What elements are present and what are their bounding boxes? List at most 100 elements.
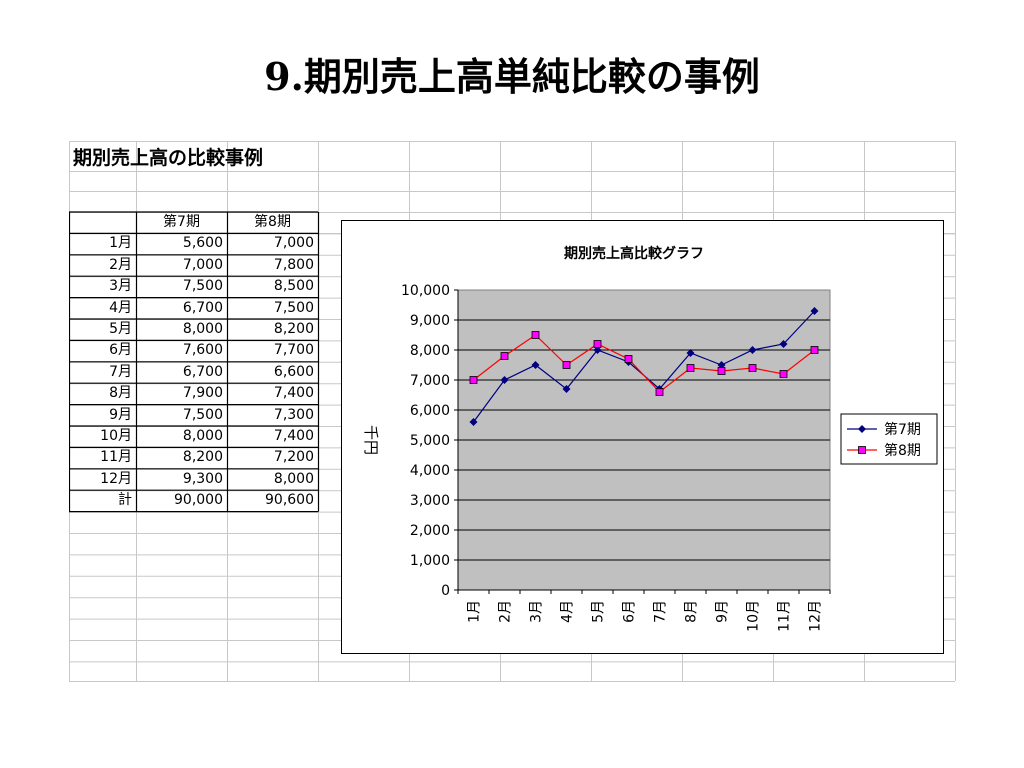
cell-period7[interactable]: 7,600 [182, 342, 223, 359]
series-point [531, 361, 540, 369]
x-tick-label: 12月 [808, 600, 824, 632]
y-tick-label: 7,000 [410, 373, 450, 389]
cell-period8[interactable]: 7,400 [273, 428, 314, 444]
row-label[interactable]: 12月 [100, 470, 132, 487]
row-label[interactable]: 計 [118, 492, 132, 509]
cell-period7[interactable]: 7,500 [182, 406, 223, 423]
y-tick-label: 6,000 [410, 403, 450, 419]
cell-period8[interactable]: 7,400 [273, 385, 314, 402]
y-axis: 0 1,000 2,000 3,000 4,000 5,000 6,000 7,000 8,00… [401, 283, 459, 599]
cell-period7[interactable]: 7,000 [182, 256, 223, 273]
row-label[interactable]: 8月 [109, 385, 132, 402]
row-label[interactable]: 3月 [109, 278, 132, 295]
cell-period8[interactable]: 7,700 [273, 342, 314, 359]
series-point [686, 349, 695, 357]
cell-period7[interactable]: 7,900 [182, 385, 223, 402]
series-第8期 [469, 331, 819, 396]
series-point [593, 340, 602, 348]
x-tick-label: 2月 [498, 600, 514, 623]
cell-period8[interactable]: 7,300 [273, 406, 314, 423]
cell-period8[interactable]: 7,500 [273, 299, 314, 316]
row-label[interactable]: 9月 [109, 406, 132, 423]
row-label[interactable]: 11月 [100, 449, 132, 466]
y-tick-label: 10,000 [401, 283, 450, 299]
y-tick-label: 9,000 [410, 313, 450, 329]
x-tick-label: 11月 [777, 600, 793, 632]
x-tick-label: 4月 [560, 600, 576, 623]
y-tick-label: 2,000 [410, 523, 450, 539]
chart-series [469, 307, 819, 426]
cell-period8[interactable]: 7,000 [273, 235, 314, 252]
series-point [810, 307, 819, 315]
x-tick-label: 10月 [746, 600, 762, 632]
legend-label: 第8期 [884, 442, 921, 459]
series-point [858, 446, 866, 454]
legend-box [840, 413, 938, 465]
series-point [779, 370, 788, 378]
series-point [469, 418, 478, 426]
x-tick-label: 9月 [715, 600, 731, 623]
x-axis: 1月 2月 3月 4月 5月 6月 7月 8月 9月 10月 11月 12月 [457, 589, 831, 632]
row-label[interactable]: 1月 [109, 235, 132, 252]
cell-period7[interactable]: 8,000 [182, 321, 223, 337]
spreadsheet: 期別売上高の比較事例 第7期 第8期 1月 5,600 7,000 2月 7,000 7,80… [69, 141, 956, 682]
series-point [562, 361, 571, 369]
row-label[interactable]: 6月 [109, 342, 132, 359]
cell-period8[interactable]: 8,500 [273, 278, 314, 295]
cell-period7[interactable]: 7,500 [182, 278, 223, 295]
series-point [748, 346, 757, 354]
x-tick-label: 1月 [467, 600, 483, 623]
y-tick-label: 8,000 [410, 343, 450, 359]
series-point [500, 352, 509, 360]
series-point [593, 346, 602, 354]
series-point [810, 346, 819, 354]
series-point [717, 367, 726, 375]
series-point [531, 331, 540, 339]
y-tick-label: 4,000 [410, 463, 450, 479]
column-header-period8[interactable]: 第8期 [254, 214, 291, 230]
series-point [500, 376, 509, 384]
row-label[interactable]: 5月 [109, 321, 132, 337]
cell-period8[interactable]: 7,800 [273, 256, 314, 273]
cell-period7[interactable]: 8,000 [182, 428, 223, 444]
cell-period7[interactable]: 90,000 [174, 492, 223, 509]
chart-gridlines [458, 319, 830, 561]
cell-period8[interactable]: 8,200 [273, 321, 314, 337]
cell-period7[interactable]: 5,600 [182, 235, 223, 252]
cell-period7[interactable]: 8,200 [182, 449, 223, 466]
x-tick-label: 3月 [529, 600, 545, 623]
y-tick-label: 5,000 [410, 433, 450, 449]
cell-period8[interactable]: 8,000 [273, 470, 314, 487]
chart-svg: 期別売上高比較グラフ 0 1,000 2,000 3,000 4,000 5,000 6,0… [362, 245, 938, 632]
cell-period7[interactable]: 6,700 [182, 299, 223, 316]
sheet-heading[interactable]: 期別売上高の比較事例 [73, 147, 264, 169]
x-tick-label: 5月 [591, 600, 607, 623]
row-label[interactable]: 2月 [109, 256, 132, 273]
series-point [469, 376, 478, 384]
legend-label: 第7期 [884, 421, 921, 438]
x-tick-label: 6月 [622, 600, 638, 623]
chart-title: 期別売上高比較グラフ [564, 245, 704, 262]
row-label[interactable]: 4月 [109, 299, 132, 316]
cell-period7[interactable]: 9,300 [182, 470, 223, 487]
cell-period8[interactable]: 6,600 [273, 363, 314, 380]
series-line [473, 334, 815, 393]
row-label[interactable]: 10月 [100, 428, 132, 444]
cell-period8[interactable]: 7,200 [273, 449, 314, 466]
slide-title: 9.期別売上高単純比較の事例 [264, 54, 760, 99]
series-point [686, 364, 695, 372]
cell-period8[interactable]: 90,600 [265, 492, 314, 509]
series-point [779, 340, 788, 348]
y-tick-label: 3,000 [410, 493, 450, 509]
sales-chart[interactable]: 期別売上高比較グラフ 0 1,000 2,000 3,000 4,000 5,000 6,0… [341, 220, 944, 654]
series-point [655, 388, 664, 396]
y-tick-label: 1,000 [410, 553, 450, 569]
cell-period7[interactable]: 6,700 [182, 363, 223, 380]
series-point [624, 355, 633, 363]
x-tick-label: 7月 [653, 600, 669, 623]
column-header-period7[interactable]: 第7期 [163, 214, 200, 230]
y-axis-label: 千円 [362, 425, 380, 455]
y-tick-label: 0 [441, 583, 450, 599]
row-label[interactable]: 7月 [109, 363, 132, 380]
